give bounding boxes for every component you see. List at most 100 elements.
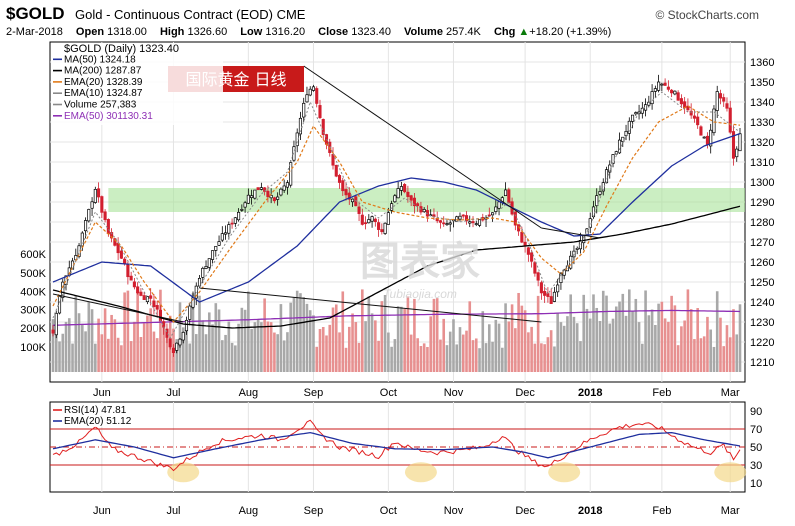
change-value: +18.20 (+1.39%) [529, 26, 612, 38]
candle-body [113, 238, 117, 246]
candle-body [233, 217, 237, 224]
candle-body [438, 220, 443, 223]
volume-bar [243, 309, 247, 372]
candle-body [289, 162, 293, 186]
volume-bar [644, 290, 647, 372]
candle-body [657, 81, 661, 91]
volume-bar [71, 343, 74, 372]
candle-body [285, 182, 289, 188]
volume-bar [178, 302, 182, 372]
stockcharts-brand[interactable]: © StockCharts.com [655, 8, 759, 22]
ma50-line [52, 132, 741, 303]
candle-body [175, 342, 179, 351]
volume-bar [331, 307, 335, 372]
candle-body [318, 105, 322, 118]
volume-bar [689, 309, 693, 372]
candle-body [526, 247, 530, 255]
volume-bar [647, 315, 651, 372]
close-label: Close [318, 26, 349, 38]
ema10-line [52, 91, 741, 340]
candle-body [617, 139, 622, 154]
x-tick-label: Dec [515, 505, 535, 517]
candle-body [357, 206, 361, 214]
trendline [52, 293, 184, 323]
volume-bar [341, 291, 345, 372]
candle-body [142, 295, 146, 301]
candle-body [458, 215, 462, 220]
volume-bar [247, 291, 250, 372]
candle-body [305, 94, 309, 103]
x-tick-label: Sep [304, 505, 324, 517]
volume-bar [387, 332, 390, 372]
candle-body [165, 328, 169, 338]
volume-bar [191, 293, 195, 372]
volume-bar [312, 315, 315, 372]
candle-body [416, 203, 420, 207]
x-tick-label: Feb [652, 505, 671, 517]
candle-body [728, 107, 732, 133]
candle-body [129, 275, 133, 281]
price-tick-label: 1210 [750, 357, 774, 369]
volume-bar [422, 343, 426, 372]
volume-bar [478, 348, 481, 372]
price-legend-box [51, 43, 223, 125]
volume-bar [165, 334, 169, 372]
candle-body [634, 112, 638, 115]
candle-body [279, 188, 283, 196]
volume-bar [673, 305, 677, 372]
volume-bar [403, 309, 406, 372]
candle-body [311, 86, 316, 91]
volume-bar [94, 343, 97, 372]
volume-bar [585, 308, 589, 372]
volume-bar [142, 323, 146, 372]
volume-bar [439, 339, 442, 372]
candle-body [731, 131, 736, 159]
candle-body [406, 191, 410, 197]
volume-bar [735, 334, 739, 372]
low-label: Low [240, 26, 263, 38]
candle-body [126, 264, 130, 278]
candle-body [178, 338, 182, 346]
x-tick-label: Jun [93, 505, 111, 517]
price-tick-label: 1290 [750, 197, 774, 209]
volume-bar [351, 313, 354, 372]
candle-body [269, 194, 273, 199]
candle-body [471, 221, 475, 224]
volume-bar [468, 301, 472, 372]
candle-body [572, 250, 576, 258]
candle-body [637, 111, 641, 115]
price-tick-label: 1230 [750, 317, 774, 329]
candle-body [653, 88, 657, 92]
volume-bar [702, 336, 706, 372]
volume-bar [442, 318, 446, 372]
legend-entry: MA(200) 1287.87 [64, 66, 142, 77]
volume-bar [185, 327, 188, 372]
x-tick-label: Mar [721, 505, 740, 517]
candle-body [184, 319, 189, 332]
ohlc-info-bar: 2-Mar-2018 Open 1318.00 High 1326.60 Low… [6, 26, 611, 38]
volume-tick-label: 200K [20, 323, 46, 335]
volume-bar [654, 324, 657, 372]
volume-bar [181, 327, 185, 372]
volume-bar [540, 343, 543, 372]
candle-body [136, 286, 140, 294]
watermark-text: 图表家 [360, 239, 480, 285]
volume-bar [676, 345, 680, 372]
volume-bar [608, 323, 612, 372]
volume-bar [194, 334, 198, 372]
volume-bar [347, 326, 351, 372]
volume-bar [64, 321, 68, 372]
candle-body [308, 88, 312, 96]
candle-body [243, 202, 247, 208]
volume-bar [471, 340, 475, 372]
volume-bar [715, 291, 719, 372]
high-value: 1326.60 [187, 26, 228, 38]
volume-bar [230, 342, 234, 372]
volume-bar [543, 344, 546, 372]
volume-bar [491, 341, 494, 372]
volume-bar [732, 309, 735, 372]
candle-body [666, 86, 670, 90]
candle-body [61, 281, 65, 298]
candle-body [214, 245, 218, 251]
candle-body [660, 83, 664, 86]
